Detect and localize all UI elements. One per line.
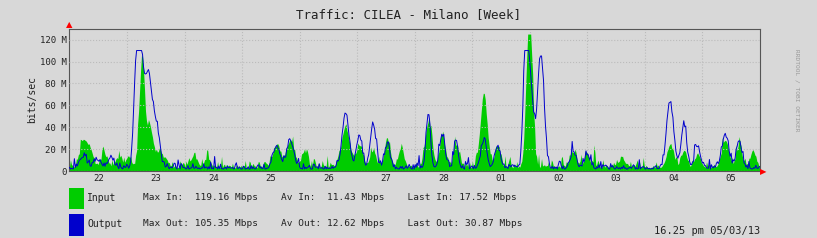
Text: ▶: ▶ (760, 167, 766, 176)
Y-axis label: bits/sec: bits/sec (27, 76, 37, 124)
Text: Max In:  119.16 Mbps    Av In:  11.43 Mbps    Last In: 17.52 Mbps: Max In: 119.16 Mbps Av In: 11.43 Mbps La… (143, 193, 516, 202)
Text: 16.25 pm 05/03/13: 16.25 pm 05/03/13 (654, 226, 760, 236)
Text: Input: Input (87, 193, 117, 203)
Text: Max Out: 105.35 Mbps    Av Out: 12.62 Mbps    Last Out: 30.87 Mbps: Max Out: 105.35 Mbps Av Out: 12.62 Mbps … (143, 219, 523, 228)
Text: RRDTOOL / TOBI OETIKER: RRDTOOL / TOBI OETIKER (794, 49, 799, 132)
Text: Output: Output (87, 219, 123, 229)
Text: Traffic: CILEA - Milano [Week]: Traffic: CILEA - Milano [Week] (296, 8, 521, 21)
Text: ▲: ▲ (66, 20, 73, 29)
